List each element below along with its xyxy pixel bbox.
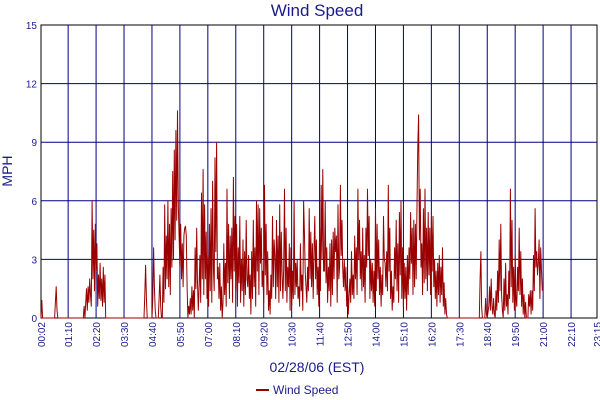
x-tick-label: 01:10 (64, 322, 75, 347)
x-tick-label: 22:10 (567, 322, 578, 347)
y-tick-label: 3 (31, 255, 37, 266)
x-tick-label: 11:40 (316, 322, 327, 347)
x-tick-label: 16:20 (427, 322, 438, 347)
chart-legend: Wind Speed (256, 383, 338, 397)
chart-title: Wind Speed (271, 1, 364, 20)
x-tick-label: 17:30 (455, 322, 466, 347)
grid-lines (41, 25, 597, 318)
legend-series-label: Wind Speed (273, 383, 338, 397)
x-tick-label: 09:20 (260, 322, 271, 347)
x-tick-label: 15:10 (399, 322, 410, 347)
x-tick-label: 10:30 (288, 322, 299, 347)
y-tick-label: 15 (26, 21, 38, 32)
x-tick-label: 12:50 (344, 322, 355, 347)
y-tick-label: 6 (31, 197, 37, 208)
x-tick-label: 03:30 (120, 322, 131, 347)
x-tick-label: 02:20 (92, 322, 103, 347)
y-tick-label: 9 (31, 138, 37, 149)
x-tick-label: 19:50 (511, 322, 522, 347)
x-tick-label: 07:00 (204, 322, 215, 347)
y-tick-label: 0 (31, 314, 37, 325)
y-axis-ticks: 0 3 6 9 12 15 (26, 21, 38, 325)
series-layer (40, 110, 543, 319)
x-tick-label: 21:00 (539, 322, 550, 347)
y-axis-title: MPH (0, 155, 15, 186)
x-tick-label: 00:02 (37, 322, 48, 347)
x-tick-label: 08:10 (232, 322, 243, 347)
x-tick-label: 05:50 (176, 322, 187, 347)
series-line-wind-speed (40, 110, 543, 319)
plot-area (40, 24, 598, 319)
x-tick-label: 04:40 (148, 322, 159, 347)
x-tick-label: 23:15 (593, 322, 600, 347)
y-tick-label: 12 (26, 80, 38, 91)
x-axis-ticks: 00:02 01:10 02:20 03:30 04:40 05:50 07:00 08:10… (37, 322, 600, 347)
x-tick-label: 18:40 (483, 322, 494, 347)
x-tick-label: 14:00 (371, 322, 382, 347)
x-axis-title: 02/28/06 (EST) (270, 359, 365, 375)
